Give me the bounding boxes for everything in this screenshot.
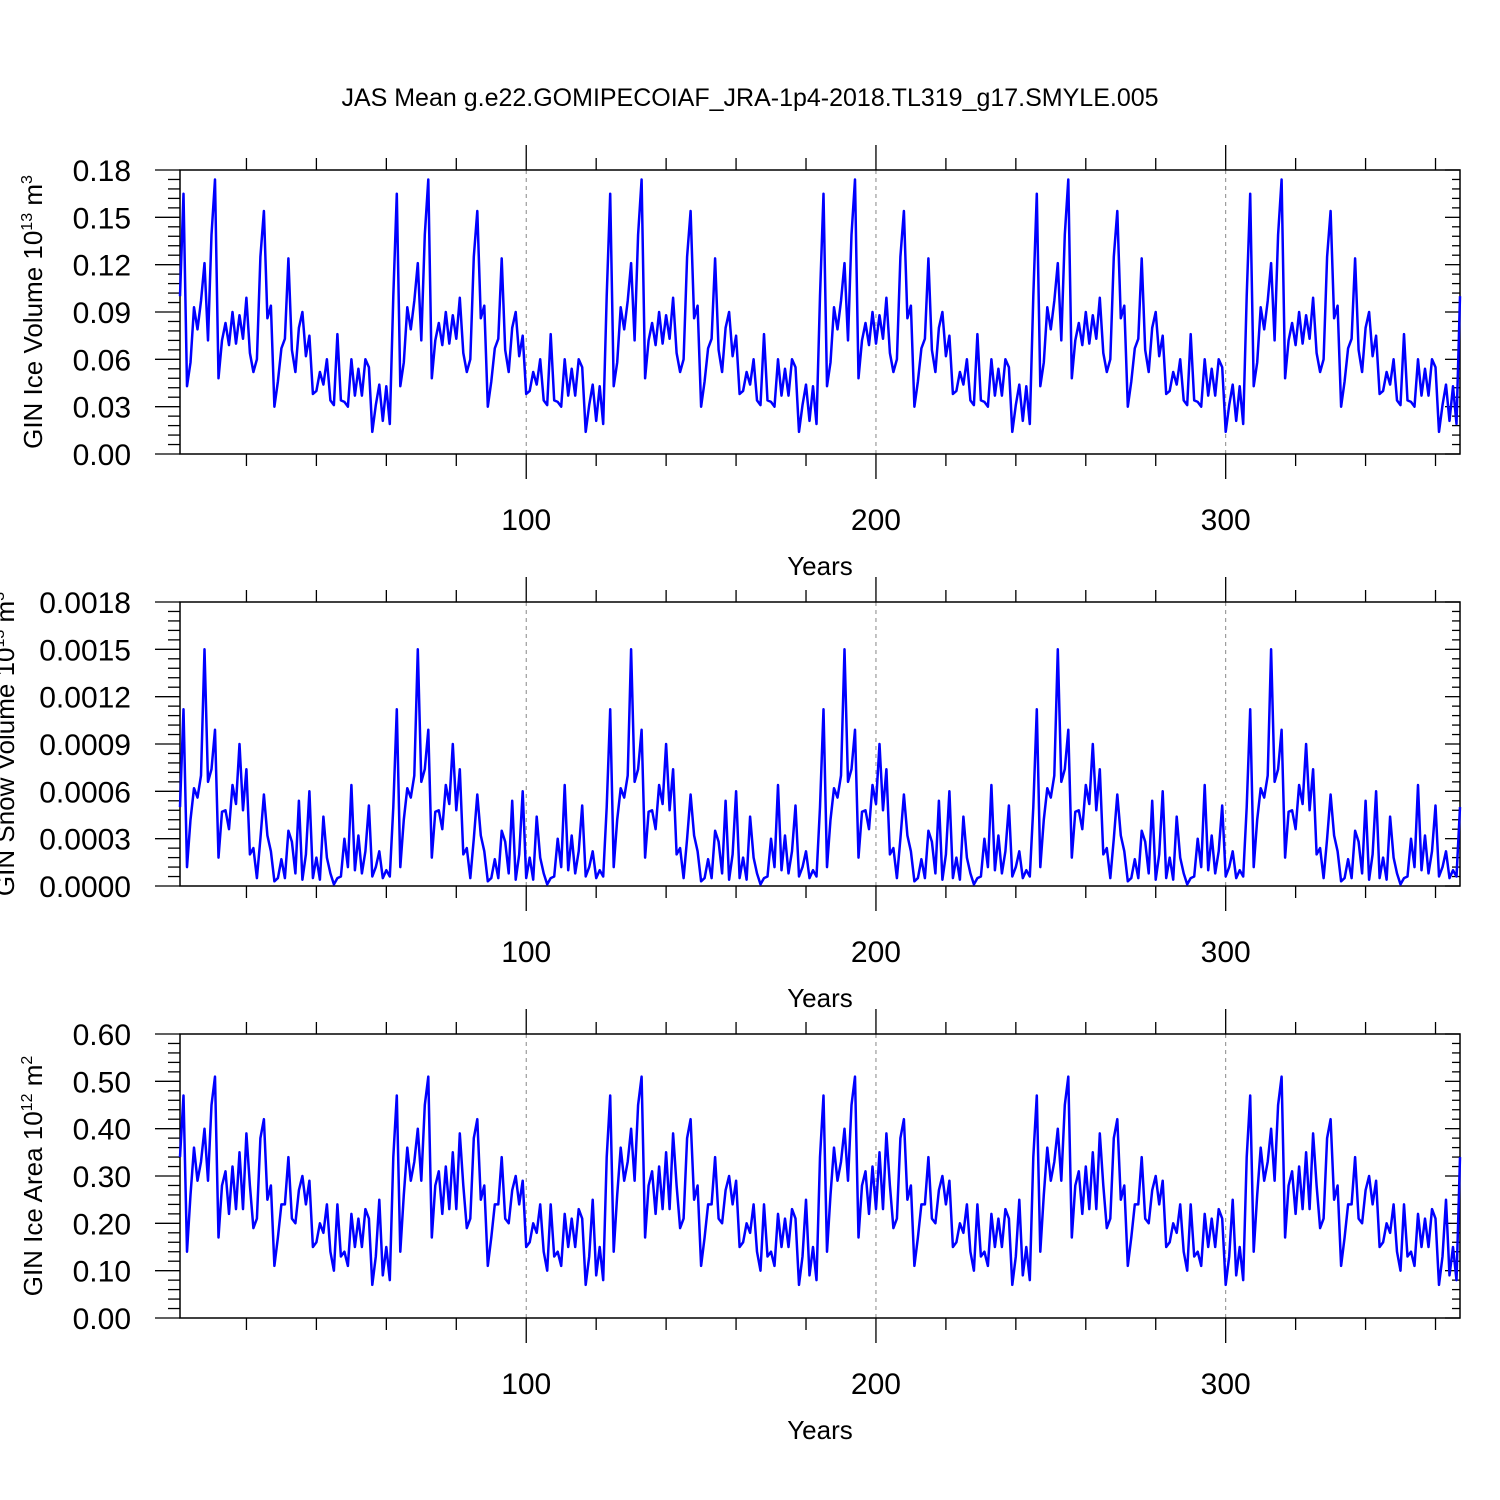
x-tick-label: 200 <box>851 1368 901 1401</box>
y-axis-label-exponent: 12 <box>19 1093 36 1111</box>
x-tick-label: 100 <box>501 504 551 537</box>
x-tick-label: 300 <box>1201 936 1251 969</box>
y-tick-label: 0.18 <box>73 155 131 188</box>
y-tick-label: 0.00 <box>73 439 131 472</box>
y-axis-label: GIN Ice Area 1012 m2 <box>18 1056 48 1297</box>
y-axis-label-text: GIN Ice Area 10 <box>18 1111 48 1296</box>
panel-ice-area: 0.00 0.10 0.20 0.30 0.40 0.50 0.60 100 200 300 Yea… <box>18 1009 1462 1445</box>
y-axis-label-text: GIN Snow Volume 10 <box>0 648 20 897</box>
y-tick-label: 0.00 <box>73 1303 131 1336</box>
y-tick-label: 0.40 <box>73 1114 131 1147</box>
panel-snow-volume: 0.0000 0.0003 0.0006 0.0009 0.0012 0.0015 0.00… <box>0 577 1462 1013</box>
y-axis-label-unit: m <box>18 1065 48 1094</box>
y-axis-label-text: GIN Ice Volume 10 <box>18 231 48 449</box>
panel-ice-volume: 0.00 0.03 0.06 0.09 0.12 0.15 0.18 100 200 300 Yea… <box>18 145 1462 581</box>
x-tick-label: 300 <box>1201 1368 1251 1401</box>
y-tick-label: 0.50 <box>73 1066 131 1099</box>
x-tick-label: 100 <box>501 1368 551 1401</box>
panels: 0.00 0.03 0.06 0.09 0.12 0.15 0.18 100 200 300 Yea… <box>0 145 1462 1445</box>
x-axis-label: Years <box>787 551 853 581</box>
y-axis-label-exponent: 13 <box>19 213 36 231</box>
y-tick-label: 0.12 <box>73 250 131 283</box>
y-tick-label: 0.03 <box>73 392 131 425</box>
x-axis-label: Years <box>787 983 853 1013</box>
y-axis-label-unit-exponent: 3 <box>19 175 36 184</box>
series-line-snow-volume <box>178 648 1462 886</box>
y-axis-label-unit: m <box>0 601 20 630</box>
y-tick-label: 0.0015 <box>39 634 131 667</box>
x-tick-label: 200 <box>851 936 901 969</box>
y-axis-label-unit-exponent: 3 <box>0 592 8 601</box>
x-tick-label: 100 <box>501 936 551 969</box>
y-tick-label: 0.0003 <box>39 824 131 857</box>
y-tick-label: 0.10 <box>73 1256 131 1289</box>
y-tick-label: 0.0000 <box>39 871 131 904</box>
y-axis-label-exponent: 13 <box>0 630 8 648</box>
y-axis-label: GIN Snow Volume 1013 m3 <box>0 592 20 896</box>
y-tick-label: 0.0009 <box>39 729 131 762</box>
y-tick-label: 0.09 <box>73 297 131 330</box>
y-tick-label: 0.20 <box>73 1208 131 1241</box>
y-tick-label: 0.0012 <box>39 682 131 715</box>
y-tick-label: 0.15 <box>73 202 131 235</box>
series-line-ice-area <box>178 1075 1462 1287</box>
x-tick-label: 300 <box>1201 504 1251 537</box>
x-tick-label: 200 <box>851 504 901 537</box>
x-axis-label: Years <box>787 1415 853 1445</box>
y-tick-label: 0.30 <box>73 1161 131 1194</box>
series-line-ice-volume <box>178 178 1462 434</box>
y-axis-label: GIN Ice Volume 1013 m3 <box>18 175 48 449</box>
y-axis-label-unit: m <box>18 184 48 213</box>
y-tick-label: 0.0006 <box>39 776 131 809</box>
figure-title: JAS Mean g.e22.GOMIPECOIAF_JRA-1p4-2018.… <box>341 84 1158 112</box>
y-tick-label: 0.60 <box>73 1019 131 1052</box>
y-axis-label-unit-exponent: 2 <box>19 1056 36 1065</box>
y-tick-label: 0.0018 <box>39 587 131 620</box>
y-tick-label: 0.06 <box>73 344 131 377</box>
